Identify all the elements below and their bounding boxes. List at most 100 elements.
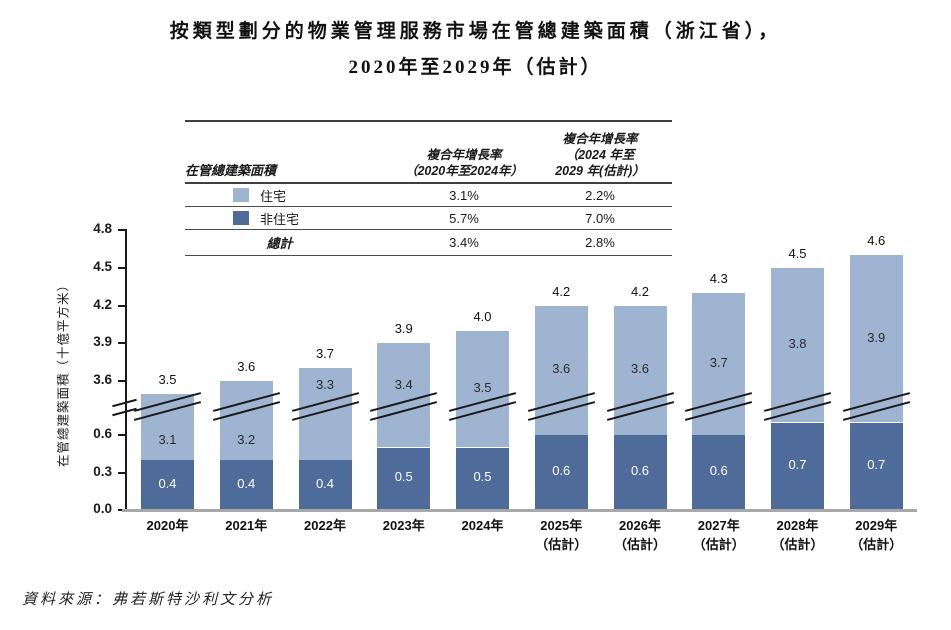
x-label-year: 2022年 — [304, 518, 346, 533]
x-axis-category-label: 2022年 — [280, 516, 370, 535]
residential-cagr-2024-2029: 2.2% — [585, 187, 615, 203]
bar-non-residential-label: 0.7 — [788, 456, 807, 472]
bar-residential-label: 3.6 — [552, 361, 571, 377]
bar-segment-non-residential — [456, 447, 509, 509]
cagr-table-col1-header: 在管總建築面積 — [185, 163, 277, 178]
cagr-table-header-row: 在管總建築面積 複合年增長率 （2020年至2024年） 複合年增長率 （202… — [185, 122, 672, 184]
legend-item-residential: 住宅 — [185, 186, 374, 205]
bar-non-residential-label: 0.5 — [473, 469, 492, 485]
bar-segment-residential — [534, 305, 588, 435]
y-axis-tick-label: 0.3 — [93, 463, 112, 479]
y-axis-tick-label: 0.0 — [93, 501, 112, 516]
table-row: 非住宅 5.7% 7.0% — [185, 207, 672, 230]
x-axis-line — [122, 509, 917, 512]
residential-color-swatch — [233, 188, 249, 202]
bar-total-label: 4.2 — [630, 283, 650, 299]
y-axis-tick — [118, 380, 125, 382]
bar-non-residential-label: 0.6 — [552, 463, 571, 478]
bar-total-label: 3.6 — [237, 359, 256, 374]
bar-residential-label: 3.4 — [394, 377, 413, 392]
cagr-col3-header-line2: （2024 年至 — [565, 148, 635, 162]
bar-residential-label: 3.3 — [315, 377, 335, 392]
x-label-year: 2020年 — [146, 518, 189, 533]
bar-residential-label: 3.9 — [867, 329, 886, 345]
y-axis-tick — [118, 434, 125, 436]
y-axis-tick-label: 4.5 — [93, 258, 112, 274]
table-row: 總計 3.4% 2.8% — [185, 230, 672, 256]
x-label-year: 2023年 — [382, 518, 425, 533]
legend-item-non-residential: 非住宅 — [185, 209, 374, 228]
y-axis-tick — [118, 229, 125, 231]
bar-total-label: 4.6 — [867, 233, 886, 249]
x-label-year: 2025年 — [540, 518, 583, 533]
bar-segment-residential — [219, 381, 273, 460]
bar-total-label: 3.5 — [158, 371, 177, 387]
y-axis-tick-label: 0.6 — [93, 426, 112, 441]
cagr-col2-header-line1: 複合年增長率 — [426, 148, 502, 162]
bar-non-residential-label: 0.5 — [394, 469, 413, 485]
bar-non-residential-label: 0.4 — [158, 475, 177, 491]
bar-segment-non-residential — [377, 447, 431, 509]
y-axis-tick — [118, 304, 125, 307]
bar-segment-non-residential — [849, 422, 903, 509]
non-residential-cagr-2024-2029: 7.0% — [585, 210, 615, 226]
bar-segment-residential — [849, 255, 903, 423]
bar-segment-non-residential — [771, 422, 824, 509]
cagr-col3-header-line3: 2029 年(估計)） — [555, 164, 645, 178]
cagr-table-col3-header: 複合年增長率 （2024 年至 2029 年(估計)） — [554, 131, 672, 179]
x-axis-category-label: 2021年 — [201, 516, 291, 535]
x-axis-category-label: 2025年 （估計） — [516, 516, 606, 554]
bar-non-residential-label: 0.6 — [709, 463, 728, 478]
non-residential-color-swatch — [233, 211, 249, 225]
y-axis-tick-label: 4.8 — [93, 221, 112, 236]
x-axis-category-label: 2029年 （估計） — [831, 516, 921, 554]
x-axis-category-label: 2027年 （估計） — [674, 516, 764, 554]
bar-segment-non-residential — [141, 460, 194, 509]
x-axis-category-label: 2028年 （估計） — [753, 516, 843, 554]
bar-non-residential-label: 0.4 — [237, 475, 256, 491]
y-axis-tick-label: 3.6 — [93, 372, 112, 387]
x-label-year: 2024年 — [461, 518, 504, 533]
x-axis-category-label: 2020年 — [123, 516, 213, 535]
x-label-estimate: （估計） — [613, 537, 666, 552]
y-axis-title: 在管總建築面積（十億平方米） — [56, 278, 71, 468]
cagr-table-col2-header: 複合年增長率 （2020年至2024年） — [374, 147, 554, 179]
x-axis-category-label: 2023年 — [359, 516, 449, 535]
bar-total-label: 4.3 — [709, 270, 728, 286]
x-label-year: 2026年 — [619, 518, 661, 533]
legend-label-residential: 住宅 — [260, 188, 287, 204]
y-axis-tick-label: 4.2 — [93, 296, 112, 312]
cagr-col3-header-line1: 複合年增長率 — [562, 132, 638, 146]
bar-total-label: 4.0 — [473, 308, 492, 324]
y-axis-tick-label: 3.9 — [93, 334, 112, 350]
y-axis-tick — [118, 509, 125, 511]
x-label-year: 2021年 — [225, 518, 268, 533]
bar-total-label: 3.9 — [394, 321, 413, 337]
bar-total-label: 4.2 — [552, 283, 571, 299]
bar-total-label: 4.5 — [788, 245, 807, 261]
bar-segment-non-residential — [613, 435, 667, 509]
bar-segment-non-residential — [692, 435, 746, 509]
bar-residential-label: 3.1 — [158, 432, 177, 447]
x-label-year: 2027年 — [697, 518, 740, 533]
y-axis-line — [125, 229, 127, 512]
x-label-estimate: （估計） — [850, 537, 903, 552]
bar-segment-residential — [141, 393, 194, 460]
non-residential-cagr-2020-2024: 5.7% — [449, 210, 479, 226]
total-cagr-2024-2029: 2.8% — [585, 235, 615, 250]
x-label-estimate: （估計） — [692, 537, 745, 552]
table-row: 住宅 3.1% 2.2% — [185, 184, 672, 207]
x-axis-category-label: 2026年 （估計） — [595, 516, 685, 554]
residential-cagr-2020-2024: 3.1% — [449, 187, 479, 203]
x-label-year: 2028年 — [776, 518, 819, 533]
bar-non-residential-label: 0.6 — [630, 463, 650, 478]
y-axis-tick — [118, 266, 125, 269]
source-note: 資料來源：弗若斯特沙利文分析 — [22, 592, 275, 608]
bar-segment-non-residential — [534, 435, 588, 509]
bar-residential-label: 3.6 — [630, 361, 650, 377]
x-label-year: 2029年 — [855, 518, 898, 533]
bar-non-residential-label: 0.4 — [315, 475, 335, 491]
bar-segment-residential — [613, 305, 667, 435]
